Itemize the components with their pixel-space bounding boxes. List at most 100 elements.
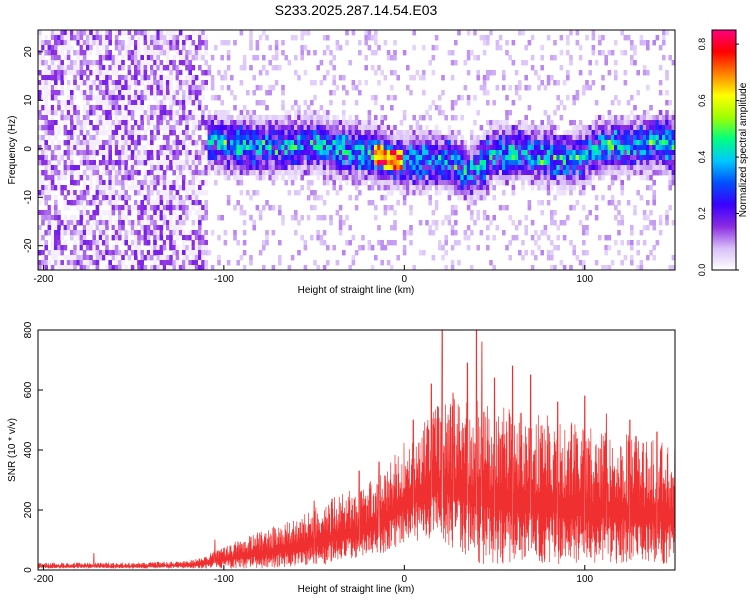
spectrogram-cell xyxy=(44,75,48,81)
spectrogram-cell xyxy=(588,145,592,151)
spectrogram-cell xyxy=(434,150,439,156)
spectrogram-cell xyxy=(89,155,93,161)
spectrogram-cell xyxy=(210,165,215,171)
spectrogram-cell xyxy=(303,155,308,161)
spectrogram-cell xyxy=(175,230,180,236)
spectrogram-cell xyxy=(191,160,196,166)
spectrogram-cell xyxy=(585,155,589,161)
spectrogram-cell xyxy=(105,140,109,146)
spectrogram-cell xyxy=(601,130,605,136)
spectrogram-cell xyxy=(402,245,407,251)
spectrogram-cell xyxy=(217,155,221,161)
spectrogram-cell xyxy=(668,185,672,191)
spectrogram-cell xyxy=(146,190,151,196)
spectrogram-cell xyxy=(127,230,132,236)
spectrogram-cell xyxy=(182,260,186,266)
spectrogram-cell xyxy=(335,45,340,51)
spectrogram-cell xyxy=(89,45,93,51)
spectrogram-cell xyxy=(79,210,84,216)
spectrogram-cell xyxy=(559,135,564,141)
spectrogram-cell xyxy=(351,150,356,156)
spectrogram-cell xyxy=(41,105,45,111)
spectrogram-cell xyxy=(601,125,605,131)
spectrogram-cell xyxy=(185,55,189,61)
spectrogram-cell xyxy=(153,220,157,226)
spectrogram-cell xyxy=(578,130,583,136)
spectrogram-cell xyxy=(300,160,304,166)
spectrogram-cell xyxy=(166,255,170,261)
spectrogram-cell xyxy=(162,180,167,186)
spectrogram-cell xyxy=(182,180,186,186)
spectrogram-cell xyxy=(335,125,340,131)
spectrogram-cell xyxy=(409,150,413,156)
spectrogram-cell xyxy=(348,175,352,181)
spectrogram-cell xyxy=(137,100,141,106)
spectrogram-cell xyxy=(655,125,660,131)
spectrogram-cell xyxy=(482,180,487,186)
spectrogram-cell xyxy=(281,115,285,121)
spectrogram-cell xyxy=(668,205,672,211)
spectrogram-cell xyxy=(310,150,314,156)
spectrogram-cell xyxy=(73,165,77,171)
spectrogram-cell xyxy=(185,190,189,196)
spectrogram-cell xyxy=(556,245,560,251)
spectrogram-cell xyxy=(402,150,407,156)
spectrogram-cell xyxy=(223,165,228,171)
spectrogram-cell xyxy=(626,175,631,181)
spectrogram-cell xyxy=(63,195,68,201)
spectrogram-cell xyxy=(348,170,352,176)
spectrogram-cell xyxy=(38,95,42,101)
spectrogram-cell xyxy=(127,255,132,261)
spectrogram-cell xyxy=(434,45,439,51)
spectrogram-cell xyxy=(252,150,256,156)
spectrogram-cell xyxy=(402,230,407,236)
spectrogram-cell xyxy=(652,125,656,131)
spectrogram-cell xyxy=(406,175,410,181)
spectrogram-cell xyxy=(108,100,112,106)
spectrogram-cell xyxy=(249,260,253,266)
spectrogram-cell xyxy=(182,175,186,181)
spectrogram-cell xyxy=(370,130,375,136)
spectrogram-cell xyxy=(127,220,132,226)
spectrogram-cell xyxy=(175,85,180,91)
spectrogram-cell xyxy=(89,35,93,41)
spectrogram-cell xyxy=(412,30,416,36)
spectrogram-cell xyxy=(169,210,173,216)
spectrogram-cell xyxy=(511,155,516,161)
spectrogram-cell xyxy=(182,240,186,246)
spectrogram-cell xyxy=(98,70,103,76)
spectrogram-cell xyxy=(630,125,634,131)
spectrogram-cell xyxy=(70,155,74,161)
spectrogram-cell xyxy=(578,140,583,146)
spectrogram-cell xyxy=(223,135,228,141)
spectrogram-cell xyxy=(102,210,106,216)
spectrogram-cell xyxy=(639,265,644,270)
spectrogram-cell xyxy=(380,260,384,266)
spectrogram-cell xyxy=(287,130,292,136)
spectrogram-cell xyxy=(255,205,260,211)
spectrogram-cell xyxy=(626,135,631,141)
spectrogram-cell xyxy=(572,205,576,211)
spectrogram-cell xyxy=(508,85,512,91)
spectrogram-cell xyxy=(57,125,61,131)
spectrogram-cell xyxy=(518,220,522,226)
spectrogram-cell xyxy=(409,180,413,186)
spectrogram-cell xyxy=(351,135,356,141)
spectrogram-cell xyxy=(572,125,576,131)
spectrogram-cell xyxy=(114,60,119,66)
spectrogram-cell xyxy=(668,130,672,136)
spectrogram-cell xyxy=(498,145,503,151)
spectrogram-cell xyxy=(447,140,452,146)
spectrogram-cell xyxy=(390,265,394,270)
spectrogram-cell xyxy=(646,215,650,221)
spectrogram-cell xyxy=(38,60,42,66)
spectrogram-cell xyxy=(178,55,183,61)
spectrogram-cell xyxy=(114,235,119,241)
spectrogram-cell xyxy=(393,185,397,191)
spectrogram-cell xyxy=(114,260,119,266)
spectrogram-cell xyxy=(463,150,468,156)
spectrogram-cell xyxy=(153,230,157,236)
spectrogram-cell xyxy=(66,50,71,56)
spectrogram-cell xyxy=(476,195,480,201)
spectrogram-cell xyxy=(620,130,624,136)
